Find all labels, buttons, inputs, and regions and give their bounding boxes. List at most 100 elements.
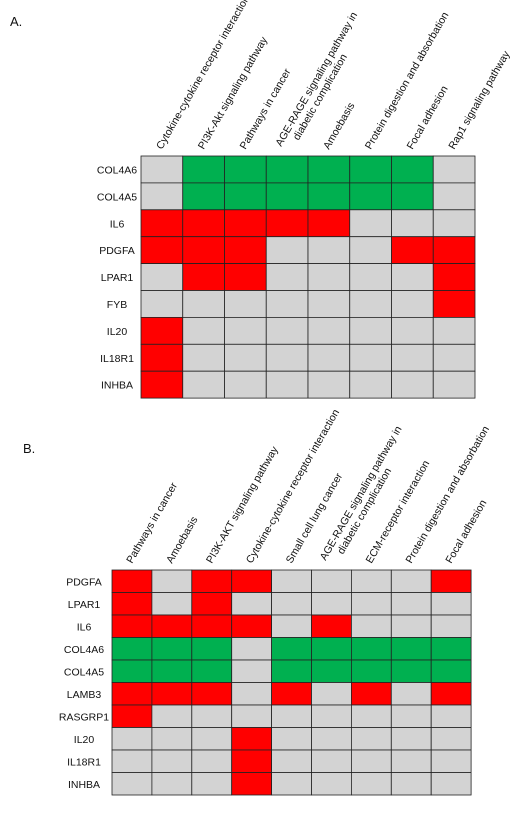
heatmap-cell xyxy=(224,290,267,318)
heatmap-cell xyxy=(271,569,312,593)
heatmap-cell xyxy=(349,316,392,345)
heatmap-cell xyxy=(307,343,351,372)
column-label-line: Amoebasis xyxy=(164,515,200,566)
heatmap-cell xyxy=(231,704,272,728)
heatmap-cell xyxy=(432,343,476,372)
heatmap-cell xyxy=(140,290,184,318)
heatmap-cell xyxy=(350,682,392,706)
heatmap-cell xyxy=(191,659,233,683)
heatmap-cell xyxy=(111,659,153,683)
heatmap-cell xyxy=(111,637,153,661)
heatmap-cell xyxy=(224,370,267,399)
heatmap-cell xyxy=(140,155,184,184)
heatmap-cell xyxy=(307,290,351,318)
row-label: IL18R1 xyxy=(100,353,134,365)
heatmap-cell xyxy=(111,727,153,751)
heatmap-cell xyxy=(140,343,184,372)
heatmap-cell xyxy=(191,727,233,751)
heatmap-cell xyxy=(224,263,267,291)
heatmap-cell xyxy=(265,263,309,291)
heatmap-cell xyxy=(390,592,432,616)
heatmap-cell xyxy=(307,209,351,238)
heatmap-cell xyxy=(391,155,434,184)
heatmap-cell xyxy=(271,772,312,796)
heatmap-cell xyxy=(271,614,312,638)
heatmap-cell xyxy=(390,704,432,728)
heatmap-cell xyxy=(265,155,309,184)
heatmap-cell xyxy=(111,704,153,728)
heatmap-cell xyxy=(191,749,233,773)
heatmap-cell xyxy=(391,290,434,318)
heatmap-cell xyxy=(311,659,352,683)
panel-a-heatmap: A. COL4A6 COL4A5 IL6 PDGFA LPAR1 FYB IL20 IL18R1… xyxy=(10,0,513,399)
row-label: LPAR1 xyxy=(101,272,134,284)
heatmap-cell xyxy=(231,592,272,616)
heatmap-cell xyxy=(191,772,233,796)
heatmap-cell xyxy=(311,749,352,773)
heatmap-cell xyxy=(390,772,432,796)
heatmap-cell xyxy=(430,749,472,773)
heatmap-cell xyxy=(151,749,193,773)
heatmap-cell xyxy=(231,749,272,773)
column-label: Protein digestion and absorbation xyxy=(363,10,452,152)
heatmap-cell xyxy=(140,236,184,264)
heatmap-cell xyxy=(430,614,472,638)
column-label-line: PI3K-AKT signaling pathway xyxy=(204,444,281,566)
column-label: Protein digestion and absorbation xyxy=(403,424,492,566)
heatmap-cell xyxy=(224,316,267,345)
heatmap-cell xyxy=(432,290,476,318)
heatmap-cell xyxy=(182,236,225,264)
heatmap-cell xyxy=(432,155,476,184)
column-label-line: Amoebasis xyxy=(321,101,357,152)
heatmap-cell xyxy=(271,637,312,661)
heatmap-cell xyxy=(140,182,184,211)
heatmap-cell xyxy=(151,569,193,593)
heatmap-cell xyxy=(151,772,193,796)
column-label-line: Rap1 signaling pathway xyxy=(446,48,513,151)
heatmap-cell xyxy=(151,592,193,616)
column-label-line: Protein digestion and absorbation xyxy=(363,10,452,152)
heatmap-cell xyxy=(430,682,472,706)
heatmap-cell xyxy=(350,614,392,638)
heatmap-cell xyxy=(182,290,225,318)
heatmap-cell xyxy=(390,569,432,593)
heatmap-cell xyxy=(432,236,476,264)
row-label: IL6 xyxy=(77,621,92,633)
column-label: Amoebasis xyxy=(164,515,200,566)
heatmap-cell xyxy=(430,659,472,683)
heatmap-cell xyxy=(265,290,309,318)
heatmap-cell xyxy=(271,682,312,706)
heatmap-cell xyxy=(265,209,309,238)
heatmap-cell xyxy=(391,263,434,291)
heatmap-cell xyxy=(191,637,233,661)
heatmap-cell xyxy=(307,370,351,399)
heatmap-cell xyxy=(390,727,432,751)
column-label-line: Focal adhesion xyxy=(405,84,451,152)
heatmap-cell xyxy=(191,682,233,706)
heatmap-cell xyxy=(111,749,153,773)
heatmap-cell xyxy=(430,704,472,728)
heatmap-cell xyxy=(311,637,352,661)
column-label: Amoebasis xyxy=(321,101,357,152)
heatmap-cell xyxy=(224,209,267,238)
heatmap-cell xyxy=(151,704,193,728)
heatmap-cell xyxy=(311,614,352,638)
heatmap-cell xyxy=(182,155,225,184)
heatmap-cell xyxy=(349,182,392,211)
heatmap-cell xyxy=(140,209,184,238)
row-label: INHBA xyxy=(68,779,100,791)
heatmap-cell xyxy=(349,370,392,399)
heatmap-cell xyxy=(231,637,272,661)
row-label: FYB xyxy=(107,299,127,311)
row-label: PDGFA xyxy=(66,576,102,588)
row-label: LPAR1 xyxy=(68,599,101,611)
heatmap-cell xyxy=(231,614,272,638)
heatmap-cell xyxy=(430,727,472,751)
row-label: RASGRP1 xyxy=(59,711,109,723)
column-label: Rap1 signaling pathway xyxy=(446,48,513,151)
heatmap-cell xyxy=(151,659,193,683)
heatmap-cell xyxy=(307,263,351,291)
heatmap-cell xyxy=(231,659,272,683)
heatmap-cell xyxy=(350,749,392,773)
